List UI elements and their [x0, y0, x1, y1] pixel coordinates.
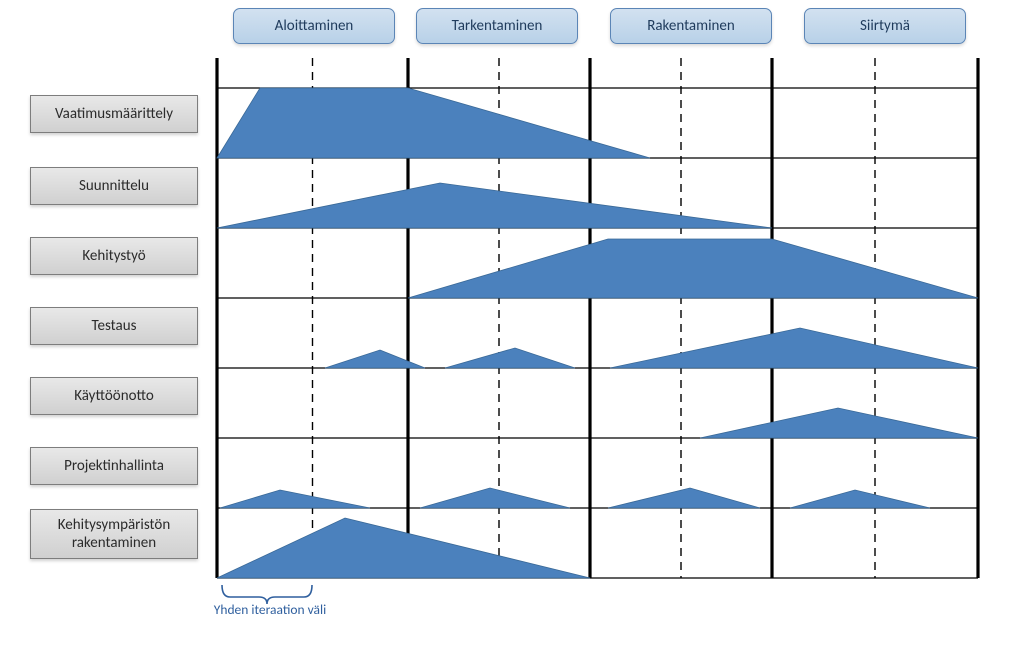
rup-effort-diagram: Aloittaminen Tarkentaminen Rakentaminen …: [0, 0, 1009, 652]
grid-and-shapes-layer: [0, 0, 1009, 652]
iteration-bracket-label: Yhden iteraation väli: [200, 602, 340, 619]
